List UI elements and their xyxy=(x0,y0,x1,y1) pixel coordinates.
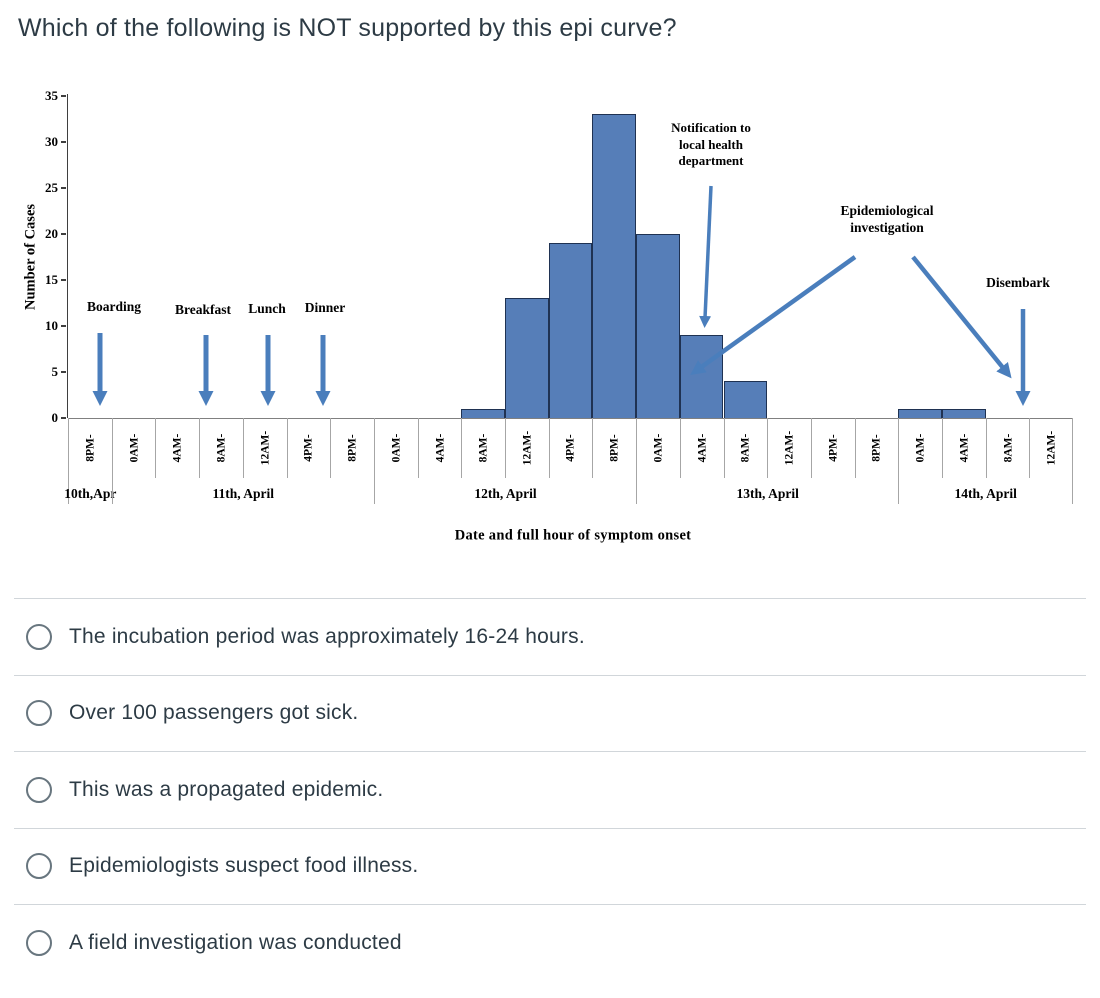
bar-cases xyxy=(461,408,505,418)
y-axis-tick xyxy=(61,371,66,373)
answer-option-row: A field investigation was conducted xyxy=(14,904,1086,981)
bar-cases xyxy=(548,243,593,418)
bar-cases xyxy=(723,381,768,418)
y-axis-line xyxy=(66,94,68,418)
y-axis-tick-label: 15 xyxy=(45,272,58,287)
answer-option-label[interactable]: The incubation period was approximately … xyxy=(69,624,585,648)
x-axis-tick-label: 8PM- xyxy=(592,418,636,478)
x-axis-tick-label: 12AM- xyxy=(767,418,811,478)
y-axis-tick-label: 25 xyxy=(45,180,58,195)
answer-option-label[interactable]: A field investigation was conducted xyxy=(69,930,402,954)
y-axis-tick-label: 0 xyxy=(51,410,59,425)
x-axis-date-group: 11th, April xyxy=(111,418,374,504)
x-axis-tick-label: 8AM- xyxy=(723,418,768,478)
radio-button[interactable] xyxy=(26,853,52,880)
x-axis-date-group: 12th, April xyxy=(373,418,636,504)
bar-cases xyxy=(505,298,549,418)
x-axis-tick-label: 4AM- xyxy=(679,418,724,478)
epidemiological-investigation-annotation: Epidemiological investigation xyxy=(840,203,934,235)
x-axis-tick-label: 4AM- xyxy=(942,418,986,478)
answer-option-row: Epidemiologists suspect food illness. xyxy=(14,827,1086,905)
x-axis-tick-label: 4AM- xyxy=(155,418,199,478)
disembark-annotation: Disembark xyxy=(986,275,1050,290)
x-axis-tick-label: 4PM- xyxy=(286,418,331,478)
x-axis-date-group: 13th, April xyxy=(636,418,898,504)
y-axis-tick xyxy=(61,233,66,235)
y-axis-tick-label: 5 xyxy=(51,364,59,379)
question-title: Which of the following is NOT supported … xyxy=(18,14,677,42)
notification-arrow xyxy=(699,185,713,328)
dinner-annotation: Dinner xyxy=(304,300,346,315)
x-axis-date-group: 10th,Apr xyxy=(64,418,116,504)
radio-button[interactable] xyxy=(26,623,52,650)
answer-option-label[interactable]: Epidemiologists suspect food illness. xyxy=(69,854,419,878)
x-axis-tick-label: 4PM- xyxy=(548,418,593,478)
radio-button[interactable] xyxy=(26,776,52,803)
answer-option-row: Over 100 passengers got sick. xyxy=(14,674,1086,752)
epi-investigation-arrow-right xyxy=(911,255,1012,379)
answer-option-label[interactable]: This was a propagated epidemic. xyxy=(69,777,384,801)
y-axis-tick xyxy=(61,279,66,281)
x-axis-tick-label: 8AM- xyxy=(985,418,1030,478)
answer-option-label[interactable]: Over 100 passengers got sick. xyxy=(69,701,359,725)
bar-cases xyxy=(636,234,680,418)
x-axis-line xyxy=(68,418,1073,419)
y-axis-tick-label: 30 xyxy=(45,134,58,149)
x-axis-date-group: 14th, April xyxy=(898,418,1074,504)
x-axis-tick-label: 12AM- xyxy=(242,418,287,478)
epi-curve-chart: Number of Cases Date and full hour of sy… xyxy=(22,88,1074,544)
lunch-annotation: Lunch xyxy=(248,301,286,316)
y-axis-title: Number of Cases xyxy=(22,203,39,311)
x-axis-tick-label: 8AM- xyxy=(199,418,243,478)
y-axis-tick-label: 10 xyxy=(45,318,58,333)
bar-cases xyxy=(679,335,724,418)
notification-annotation: Notification to local health department xyxy=(671,120,751,168)
answer-option-row: The incubation period was approximately … xyxy=(14,598,1086,675)
x-axis-tick-label: 12AM- xyxy=(505,418,549,478)
bar-cases xyxy=(592,114,637,418)
answer-options: The incubation period was approximately … xyxy=(14,598,1086,981)
bar-cases xyxy=(898,408,942,418)
x-axis-tick-label: 8PM- xyxy=(854,418,899,478)
boarding-annotation: Boarding xyxy=(86,299,141,314)
y-axis-tick xyxy=(61,187,66,189)
x-axis-tick-label: 8AM- xyxy=(461,418,505,478)
x-axis-tick-label: 8PM- xyxy=(330,418,374,478)
bar-cases xyxy=(942,408,986,418)
breakfast-annotation: Breakfast xyxy=(175,302,231,317)
y-axis-tick xyxy=(61,95,66,97)
x-axis-tick-label: 4AM- xyxy=(417,418,462,478)
y-axis-tick xyxy=(61,417,66,419)
radio-button[interactable] xyxy=(26,929,52,956)
answer-option-row: This was a propagated epidemic. xyxy=(14,751,1086,828)
radio-button[interactable] xyxy=(26,700,52,727)
y-axis-tick-label: 20 xyxy=(45,226,58,241)
x-axis-title: Date and full hour of symptom onset xyxy=(454,527,692,544)
y-axis-tick xyxy=(61,325,66,327)
y-axis-tick-label: 35 xyxy=(45,88,58,103)
x-axis-tick-label: 4PM- xyxy=(810,418,855,478)
y-axis-tick xyxy=(61,141,66,143)
